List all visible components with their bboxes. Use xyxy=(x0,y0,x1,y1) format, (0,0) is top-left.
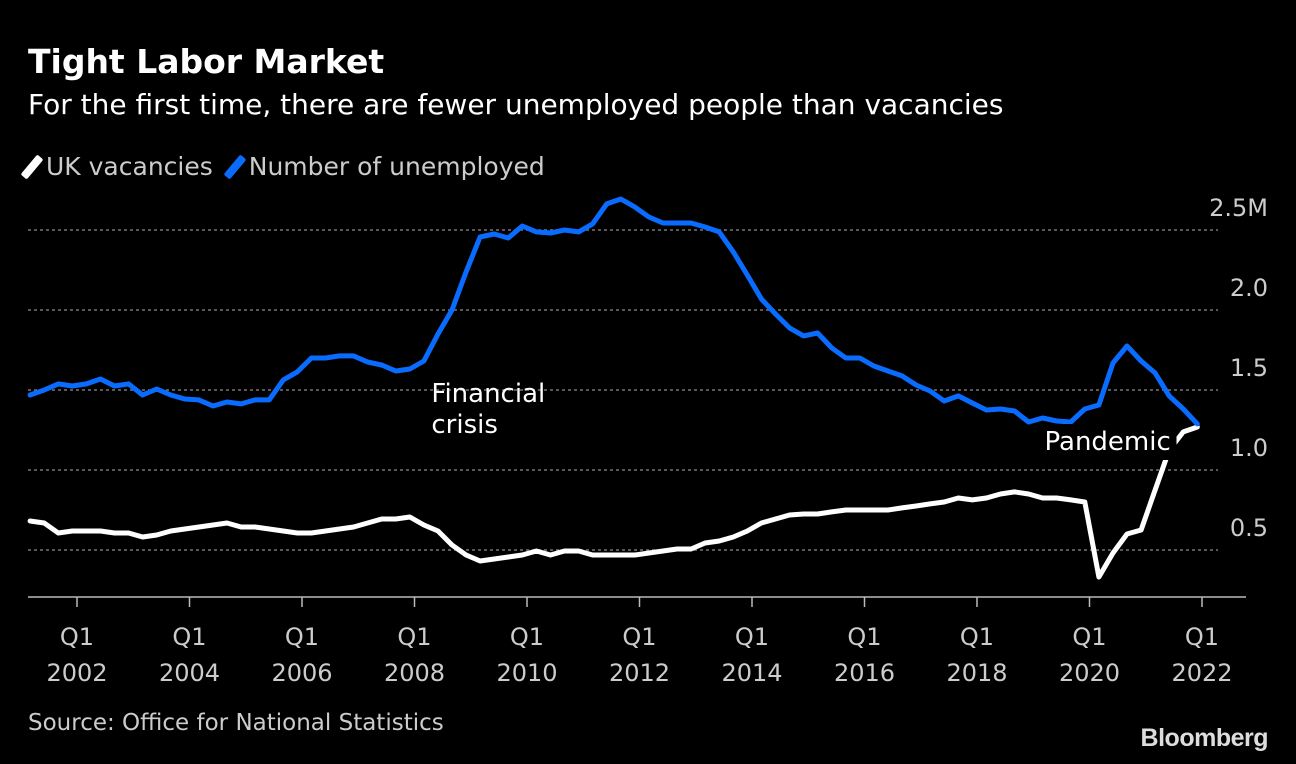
x-tick-label-quarter: Q1 xyxy=(60,623,94,651)
source-note: Source: Office for National Statistics xyxy=(28,710,444,736)
x-tick-label-quarter: Q1 xyxy=(172,623,206,651)
series-line-unemployed xyxy=(27,196,1200,427)
x-tick-label-year: 2020 xyxy=(1059,659,1120,687)
annotation-text: Pandemic xyxy=(1045,427,1171,457)
x-tick-label-year: 2010 xyxy=(496,659,557,687)
y-tick-label: 2.0 xyxy=(1230,274,1268,302)
y-tick-label: 1.5 xyxy=(1230,354,1268,382)
y-tick-label: 2.5M xyxy=(1209,194,1268,222)
x-tick-label-year: 2012 xyxy=(609,659,670,687)
x-tick-label-year: 2014 xyxy=(721,659,782,687)
chart-subtitle: For the first time, there are fewer unem… xyxy=(28,88,1004,121)
legend: UK vacancies Number of unemployed xyxy=(20,152,545,181)
legend-item-unemployed: Number of unemployed xyxy=(223,152,545,181)
x-tick-label-quarter: Q1 xyxy=(735,623,769,651)
x-tick-label-year: 2002 xyxy=(46,659,107,687)
x-tick-label-quarter: Q1 xyxy=(847,623,881,651)
x-tick-label-year: 2022 xyxy=(1171,659,1232,687)
series-line-vacancies xyxy=(27,424,1200,580)
x-tick-label-quarter: Q1 xyxy=(1185,623,1219,651)
annotation-background xyxy=(1040,424,1177,460)
legend-label: Number of unemployed xyxy=(248,152,545,181)
x-tick-label-year: 2004 xyxy=(159,659,220,687)
x-tick-label-quarter: Q1 xyxy=(397,623,431,651)
legend-label: UK vacancies xyxy=(46,152,213,181)
x-tick-label-year: 2008 xyxy=(384,659,445,687)
x-tick-label-quarter: Q1 xyxy=(510,623,544,651)
x-tick-label-year: 2018 xyxy=(946,659,1007,687)
y-tick-label: 0.5 xyxy=(1230,514,1268,542)
x-tick-label-quarter: Q1 xyxy=(622,623,656,651)
legend-item-vacancies: UK vacancies xyxy=(20,152,213,181)
x-tick-label-quarter: Q1 xyxy=(285,623,319,651)
annotation-text: crisis xyxy=(431,410,498,440)
x-tick-label-year: 2016 xyxy=(834,659,895,687)
x-tick-label-quarter: Q1 xyxy=(1072,623,1106,651)
x-tick-label-quarter: Q1 xyxy=(960,623,994,651)
bloomberg-logo: Bloomberg xyxy=(1140,724,1269,752)
x-tick-label-year: 2006 xyxy=(271,659,332,687)
annotation-text: Financial xyxy=(431,379,545,409)
y-tick-label: 1.0 xyxy=(1230,434,1268,462)
chart-title: Tight Labor Market xyxy=(28,42,385,81)
